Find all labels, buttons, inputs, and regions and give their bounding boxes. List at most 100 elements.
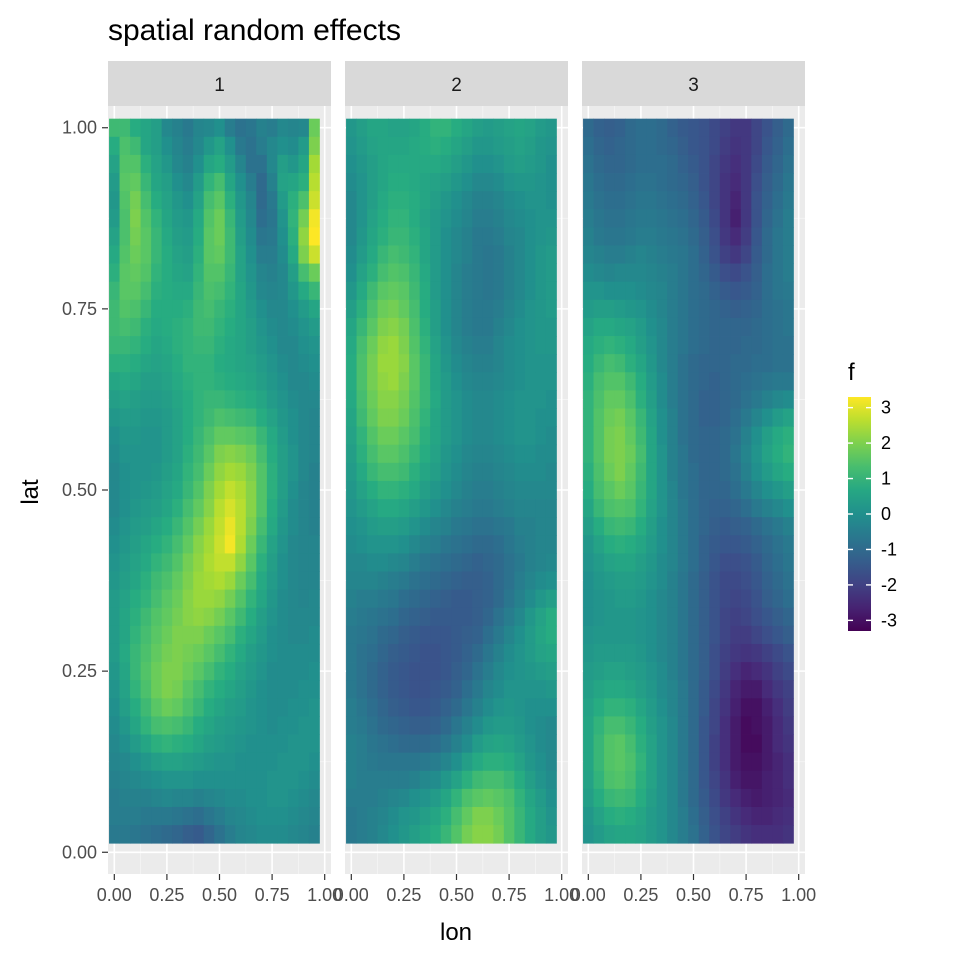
heatmap-cell xyxy=(646,499,658,518)
heatmap-cell xyxy=(356,444,368,464)
heatmap-cell xyxy=(119,517,131,536)
heatmap-cell xyxy=(482,227,494,246)
heatmap-cell xyxy=(709,173,721,192)
heatmap-cell xyxy=(482,245,494,264)
heatmap-cell xyxy=(751,336,763,355)
heatmap-cell xyxy=(377,227,389,246)
heatmap-cell xyxy=(472,662,484,681)
heatmap-cell xyxy=(656,444,668,464)
heatmap-cell xyxy=(772,444,784,464)
heatmap-cell xyxy=(482,734,494,754)
heatmap-cell xyxy=(172,191,184,210)
heatmap-cell xyxy=(224,118,236,138)
heatmap-cell xyxy=(161,245,173,264)
heatmap-cell xyxy=(535,625,547,645)
heatmap-cell xyxy=(583,770,594,790)
heatmap-cell xyxy=(409,825,421,844)
heatmap-cell xyxy=(398,462,410,482)
heatmap-cell xyxy=(440,408,452,427)
heatmap-cell xyxy=(398,390,410,409)
heatmap-cell xyxy=(109,517,120,536)
heatmap-cell xyxy=(545,716,557,735)
heatmap-cell xyxy=(461,408,473,427)
heatmap-cell xyxy=(308,553,320,572)
heatmap-cell xyxy=(730,426,742,446)
heatmap-cell xyxy=(751,825,763,844)
heatmap-cell xyxy=(256,118,268,138)
heatmap-cell xyxy=(224,734,236,754)
heatmap-cell xyxy=(656,408,668,427)
heatmap-cell xyxy=(730,770,742,790)
heatmap-cell xyxy=(419,680,431,699)
heatmap-cell xyxy=(266,571,278,591)
heatmap-cell xyxy=(119,336,131,355)
heatmap-cell xyxy=(709,118,721,138)
heatmap-cell xyxy=(398,173,410,192)
heatmap-cell xyxy=(388,680,400,699)
heatmap-cell xyxy=(130,118,142,138)
heatmap-cell xyxy=(761,263,773,283)
heatmap-cell xyxy=(203,136,215,156)
heatmap-cell xyxy=(583,317,594,337)
heatmap-cell xyxy=(472,770,484,790)
heatmap-cell xyxy=(161,354,173,373)
heatmap-cell xyxy=(398,607,410,627)
heatmap-cell xyxy=(298,426,310,446)
heatmap-cell xyxy=(245,462,257,482)
heatmap-cell xyxy=(277,480,289,500)
heatmap-cell xyxy=(593,680,605,699)
heatmap-cell xyxy=(287,154,299,174)
heatmap-cell xyxy=(440,643,452,663)
heatmap-cell xyxy=(772,625,784,645)
heatmap-cell xyxy=(493,770,505,790)
heatmap-cell xyxy=(256,499,268,518)
heatmap-cell xyxy=(751,408,763,427)
heatmap-cell xyxy=(377,191,389,210)
heatmap-cell xyxy=(656,154,668,174)
heatmap-cell xyxy=(656,499,668,518)
heatmap-cell xyxy=(761,553,773,572)
heatmap-cell xyxy=(193,698,205,717)
heatmap-cell xyxy=(740,173,752,192)
heatmap-cell xyxy=(761,336,773,355)
heatmap-cell xyxy=(182,752,194,772)
heatmap-cell xyxy=(709,716,721,735)
heatmap-cell xyxy=(719,716,731,735)
heatmap-cell xyxy=(782,191,794,210)
heatmap-cell xyxy=(524,480,536,500)
heatmap-cell xyxy=(709,770,721,790)
heatmap-cell xyxy=(256,752,268,772)
heatmap-cell xyxy=(151,462,163,482)
heatmap-cell xyxy=(235,825,247,844)
heatmap-cell xyxy=(461,390,473,409)
heatmap-cell xyxy=(545,589,557,609)
heatmap-cell xyxy=(593,625,605,645)
heatmap-cell xyxy=(545,336,557,355)
heatmap-cell xyxy=(677,336,689,355)
heatmap-cell xyxy=(698,281,710,301)
heatmap-cell xyxy=(709,209,721,228)
heatmap-cell xyxy=(782,336,794,355)
heatmap-cell xyxy=(709,299,721,319)
heatmap-cell xyxy=(245,390,257,409)
heatmap-cell xyxy=(614,299,626,319)
heatmap-cell xyxy=(635,317,647,337)
heatmap-cell xyxy=(367,390,379,409)
heatmap-cell xyxy=(119,643,131,663)
heatmap-cell xyxy=(535,191,547,210)
heatmap-cell xyxy=(730,408,742,427)
heatmap-cell xyxy=(461,281,473,301)
heatmap-cell xyxy=(740,317,752,337)
heatmap-cell xyxy=(719,390,731,409)
heatmap-cell xyxy=(656,136,668,156)
heatmap-cell xyxy=(182,662,194,681)
heatmap-cell xyxy=(256,426,268,446)
heatmap-cell xyxy=(367,317,379,337)
heatmap-cell xyxy=(203,317,215,337)
heatmap-cell xyxy=(604,444,616,464)
heatmap-cell xyxy=(398,281,410,301)
heatmap-cell xyxy=(440,770,452,790)
heatmap-cell xyxy=(656,734,668,754)
heatmap-cell xyxy=(235,354,247,373)
heatmap-cell xyxy=(646,444,658,464)
